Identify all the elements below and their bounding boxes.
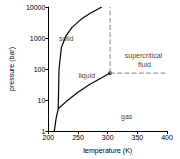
svg-text:fluid: fluid [138,61,151,68]
svg-text:1000: 1000 [30,35,46,42]
svg-text:liquid: liquid [79,72,95,80]
svg-text:100: 100 [34,66,46,73]
svg-text:10: 10 [38,97,46,104]
svg-text:200: 200 [43,134,55,141]
svg-text:gas: gas [121,113,133,121]
svg-text:250: 250 [72,134,84,141]
svg-text:300: 300 [102,134,114,141]
svg-text:1: 1 [41,127,46,135]
svg-text:400: 400 [161,134,173,141]
svg-text:temperature (K): temperature (K) [83,147,132,155]
svg-text:supercritical: supercritical [125,52,164,60]
svg-text:solid: solid [59,34,74,42]
svg-text:350: 350 [131,134,143,141]
svg-text:10000: 10000 [26,4,46,11]
svg-text:pressure (bar): pressure (bar) [8,47,16,91]
